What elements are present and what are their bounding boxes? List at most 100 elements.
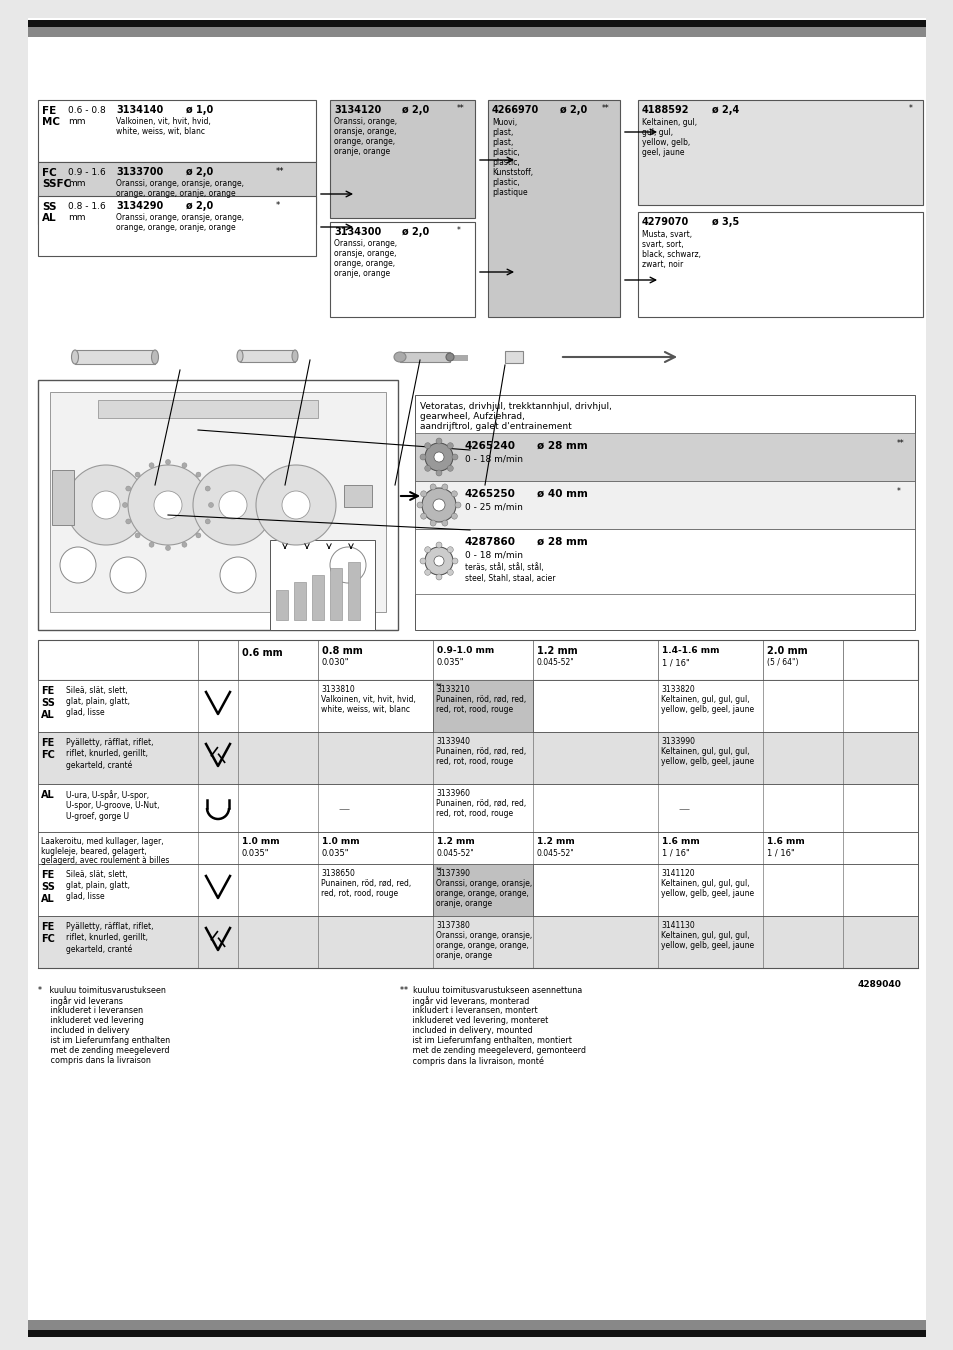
Ellipse shape bbox=[394, 352, 406, 362]
Text: Valkoinen, vit, hvit, hvid,: Valkoinen, vit, hvit, hvid, bbox=[320, 695, 416, 703]
Text: 4289040: 4289040 bbox=[857, 980, 901, 990]
Text: *: * bbox=[275, 201, 280, 211]
Bar bbox=[38, 196, 315, 256]
Circle shape bbox=[126, 518, 131, 524]
Text: Muovi,: Muovi, bbox=[492, 117, 517, 127]
Text: 3138650: 3138650 bbox=[320, 869, 355, 878]
Bar bbox=[38, 680, 917, 732]
Text: inkluderet i leveransen: inkluderet i leveransen bbox=[38, 1006, 143, 1015]
Text: Oranssi, orange,: Oranssi, orange, bbox=[334, 239, 396, 248]
Text: plastic,: plastic, bbox=[492, 158, 519, 167]
Text: FE: FE bbox=[41, 738, 54, 748]
Bar bbox=[638, 100, 923, 205]
Circle shape bbox=[195, 533, 201, 537]
Bar bbox=[28, 1320, 925, 1330]
Text: plastic,: plastic, bbox=[492, 178, 519, 188]
Text: Laakeroitu, med kullager, lager,: Laakeroitu, med kullager, lager, bbox=[41, 837, 164, 846]
Text: AL: AL bbox=[41, 894, 54, 904]
Text: plastique: plastique bbox=[492, 188, 527, 197]
Text: AL: AL bbox=[41, 710, 54, 720]
Text: mm: mm bbox=[68, 213, 86, 221]
Ellipse shape bbox=[446, 352, 454, 360]
Text: Punainen, röd, rød, red,: Punainen, röd, rød, red, bbox=[320, 879, 411, 888]
Text: 0.8 mm: 0.8 mm bbox=[322, 647, 362, 656]
Text: AL: AL bbox=[41, 790, 54, 801]
Text: geel, jaune: geel, jaune bbox=[641, 148, 684, 157]
Ellipse shape bbox=[292, 350, 297, 362]
Bar bbox=[415, 433, 914, 481]
Text: yellow, gelb, geel, jaune: yellow, gelb, geel, jaune bbox=[660, 705, 753, 714]
Bar bbox=[294, 582, 306, 620]
Text: 1.0 mm: 1.0 mm bbox=[322, 837, 359, 846]
Text: plast,: plast, bbox=[492, 138, 513, 147]
Bar bbox=[415, 529, 914, 594]
Text: U-groef, gorge U: U-groef, gorge U bbox=[66, 811, 129, 821]
Text: Oranssi, orange, oransje, orange,: Oranssi, orange, oransje, orange, bbox=[116, 213, 244, 221]
Text: 4265250: 4265250 bbox=[464, 489, 516, 500]
Circle shape bbox=[182, 463, 187, 467]
Text: red, rot, rood, rouge: red, rot, rood, rouge bbox=[436, 809, 513, 818]
Bar bbox=[240, 350, 294, 362]
Text: **: ** bbox=[601, 104, 609, 113]
Circle shape bbox=[135, 533, 140, 537]
Text: zwart, noir: zwart, noir bbox=[641, 261, 682, 269]
Text: 1.2 mm: 1.2 mm bbox=[436, 837, 475, 846]
Text: black, schwarz,: black, schwarz, bbox=[641, 250, 700, 259]
Text: ø 28 mm: ø 28 mm bbox=[537, 537, 587, 547]
Text: 0.035": 0.035" bbox=[322, 849, 349, 859]
Text: Oranssi, orange, oransje, orange,: Oranssi, orange, oransje, orange, bbox=[116, 180, 244, 188]
Circle shape bbox=[135, 472, 140, 477]
Bar bbox=[98, 400, 317, 418]
Circle shape bbox=[126, 486, 131, 491]
Text: 1.2 mm: 1.2 mm bbox=[537, 837, 574, 846]
Text: FE: FE bbox=[41, 686, 54, 697]
Bar bbox=[275, 590, 288, 620]
Circle shape bbox=[447, 443, 453, 448]
Text: SSFC: SSFC bbox=[42, 180, 71, 189]
Text: inkludert i leveransen, montert: inkludert i leveransen, montert bbox=[399, 1006, 537, 1015]
Bar bbox=[638, 212, 923, 317]
Bar bbox=[415, 481, 914, 529]
Bar bbox=[75, 350, 154, 365]
Circle shape bbox=[455, 502, 460, 508]
Circle shape bbox=[420, 513, 426, 520]
Text: glat, plain, glatt,: glat, plain, glatt, bbox=[66, 882, 130, 890]
Text: 3133810: 3133810 bbox=[320, 684, 355, 694]
Text: **: ** bbox=[456, 104, 464, 113]
Text: ø 40 mm: ø 40 mm bbox=[537, 489, 587, 500]
Circle shape bbox=[421, 487, 456, 522]
Text: FE: FE bbox=[42, 107, 56, 116]
Text: FE: FE bbox=[41, 869, 54, 880]
Text: 4265240: 4265240 bbox=[464, 441, 516, 451]
Bar bbox=[38, 100, 315, 162]
Text: —: — bbox=[678, 805, 688, 814]
Bar bbox=[38, 864, 917, 917]
Text: glad, lisse: glad, lisse bbox=[66, 707, 105, 717]
Circle shape bbox=[330, 547, 366, 583]
Text: 3137390: 3137390 bbox=[436, 869, 470, 878]
Text: steel, Stahl, staal, acier: steel, Stahl, staal, acier bbox=[464, 574, 555, 583]
Text: 4188592: 4188592 bbox=[641, 105, 689, 115]
Text: **  kuuluu toimitusvarustukseen asennettuna: ** kuuluu toimitusvarustukseen asennettu… bbox=[399, 986, 581, 995]
Text: FC: FC bbox=[41, 751, 55, 760]
Text: Keltainen, gul,: Keltainen, gul, bbox=[641, 117, 697, 127]
Text: 0 - 18 m/min: 0 - 18 m/min bbox=[464, 455, 522, 464]
Text: orange, orange, oranje, orange: orange, orange, oranje, orange bbox=[116, 189, 235, 198]
Bar bbox=[504, 351, 522, 363]
Circle shape bbox=[419, 558, 426, 564]
Circle shape bbox=[209, 502, 213, 508]
Text: *   kuuluu toimitusvarustukseen: * kuuluu toimitusvarustukseen bbox=[38, 986, 166, 995]
Text: glat, plain, glatt,: glat, plain, glatt, bbox=[66, 697, 130, 706]
Circle shape bbox=[110, 558, 146, 593]
Text: ø 28 mm: ø 28 mm bbox=[537, 441, 587, 451]
Text: 0.9 - 1.6: 0.9 - 1.6 bbox=[68, 167, 106, 177]
Text: ist im Lieferumfang enthalten: ist im Lieferumfang enthalten bbox=[38, 1035, 170, 1045]
Text: ø 2,0: ø 2,0 bbox=[401, 227, 429, 238]
Text: 3133210: 3133210 bbox=[436, 684, 469, 694]
Circle shape bbox=[122, 502, 128, 508]
Bar bbox=[312, 575, 324, 620]
Circle shape bbox=[430, 483, 436, 490]
Text: Oranssi, orange,: Oranssi, orange, bbox=[334, 117, 396, 126]
Text: riflet, knurled, gerillt,: riflet, knurled, gerillt, bbox=[66, 749, 148, 757]
Circle shape bbox=[193, 464, 273, 545]
